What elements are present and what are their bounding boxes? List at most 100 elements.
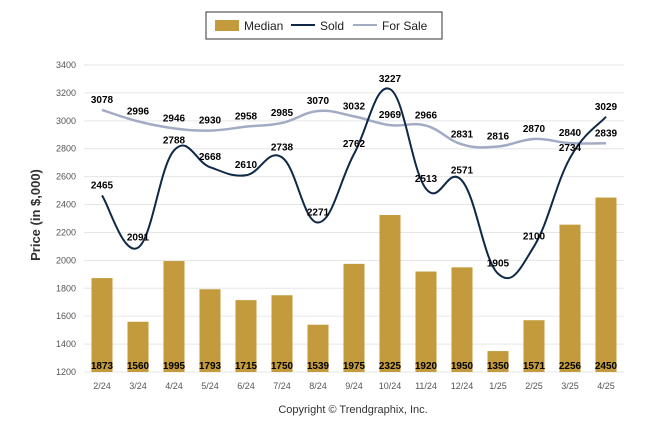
- median-value-label: 1715: [235, 361, 258, 372]
- for-sale-value-label: 2870: [523, 124, 546, 135]
- median-bar: [343, 263, 365, 372]
- sold-value-label: 3029: [595, 102, 618, 113]
- median-bar: [595, 197, 617, 372]
- median-bar: [451, 267, 473, 372]
- median-value-label: 1571: [523, 361, 546, 372]
- sold-value-label: 1905: [487, 259, 510, 270]
- sold-value-label: 3227: [379, 74, 402, 85]
- for-sale-value-label: 2958: [235, 112, 258, 123]
- for-sale-value-label: 2831: [451, 129, 474, 140]
- x-tick-label: 9/24: [345, 381, 363, 391]
- for-sale-line: [101, 108, 607, 149]
- x-tick-label: 2/25: [525, 381, 543, 391]
- median-value-label: 1920: [415, 361, 438, 372]
- y-axis-ticks: 1200 1400 1600 1800 2000 2200 2400 2600 2800 3000…: [56, 60, 76, 377]
- for-sale-value-label: 2839: [595, 128, 618, 139]
- x-tick-label: 8/24: [309, 381, 327, 391]
- median-bar: [523, 320, 545, 372]
- y-tick-label: 1800: [56, 283, 76, 293]
- legend-forsale-label: For Sale: [382, 19, 428, 33]
- median-value-label: 2450: [595, 361, 618, 372]
- median-value-label: 1350: [487, 361, 510, 372]
- x-tick-label: 5/24: [201, 381, 219, 391]
- median-bar: [271, 295, 293, 372]
- x-tick-label: 1/25: [489, 381, 507, 391]
- for-sale-value-label: 2930: [199, 116, 222, 127]
- for-sale-value-label: 2816: [487, 131, 510, 142]
- sold-value-label: 2762: [343, 139, 366, 150]
- x-tick-label: 10/24: [379, 381, 402, 391]
- x-tick-label: 12/24: [451, 381, 474, 391]
- median-bar: [379, 215, 401, 372]
- for-sale-value-label: 3032: [343, 101, 366, 112]
- y-tick-label: 1600: [56, 311, 76, 321]
- median-value-label: 1995: [163, 361, 186, 372]
- median-bar: [307, 324, 329, 372]
- sold-value-label: 2610: [235, 160, 258, 171]
- copyright: Copyright © Trendgraphix, Inc.: [278, 404, 427, 416]
- legend: Median Sold For Sale: [205, 11, 443, 40]
- median-value-label: 2256: [559, 361, 582, 372]
- for-sale-value-label: 2996: [127, 106, 150, 117]
- y-tick-label: 3000: [56, 116, 76, 126]
- y-tick-label: 2800: [56, 144, 76, 154]
- median-bar: [415, 271, 437, 372]
- y-tick-label: 1200: [56, 367, 76, 377]
- for-sale-value-label: 2969: [379, 110, 402, 121]
- median-bar: [235, 300, 257, 372]
- y-tick-label: 3200: [56, 88, 76, 98]
- for-sale-value-label: 2946: [163, 113, 186, 124]
- median-value-label: 2325: [379, 361, 402, 372]
- median-value-label: 1793: [199, 361, 222, 372]
- y-tick-label: 3400: [56, 60, 76, 70]
- median-bar: [559, 224, 581, 372]
- median-bars: [91, 197, 617, 372]
- median-value-label: 1750: [271, 361, 294, 372]
- y-axis-title: Price (in $,000): [28, 169, 43, 261]
- x-tick-label: 4/24: [165, 381, 183, 391]
- median-value-label: 1950: [451, 361, 474, 372]
- x-tick-label: 6/24: [237, 381, 255, 391]
- for-sale-value-label: 2966: [415, 111, 438, 122]
- x-tick-label: 2/24: [93, 381, 111, 391]
- sold-value-label: 2788: [163, 135, 186, 146]
- series-lines: [101, 87, 607, 280]
- legend-median-label: Median: [244, 19, 283, 33]
- legend-median-swatch: [215, 20, 239, 31]
- for-sale-value-label: 2985: [271, 108, 294, 119]
- x-tick-label: 4/25: [597, 381, 615, 391]
- median-value-label: 1560: [127, 361, 150, 372]
- median-bar: [199, 289, 221, 372]
- sold-value-label: 2734: [559, 143, 582, 154]
- sold-value-label: 2091: [127, 233, 150, 244]
- median-bar: [127, 321, 149, 372]
- x-tick-label: 11/24: [415, 381, 437, 391]
- for-sale-value-label: 3078: [91, 95, 114, 106]
- median-bar: [163, 261, 185, 372]
- y-tick-label: 2200: [56, 227, 76, 237]
- x-tick-label: 3/25: [561, 381, 579, 391]
- y-tick-label: 2600: [56, 172, 76, 182]
- sold-value-label: 2100: [523, 231, 546, 242]
- y-tick-label: 2400: [56, 200, 76, 210]
- sold-value-label: 2465: [91, 180, 114, 191]
- median-value-label: 1873: [91, 361, 114, 372]
- sold-value-label: 2513: [415, 174, 438, 185]
- x-axis-ticks: 2/24 3/24 4/24 5/24 6/24 7/24 8/24 9/24 10/24 11/…: [93, 381, 615, 391]
- for-sale-value-label: 3070: [307, 96, 330, 107]
- legend-sold-label: Sold: [320, 19, 344, 33]
- median-bar: [487, 351, 509, 372]
- sold-line: [101, 87, 607, 280]
- sold-value-label: 2271: [307, 208, 330, 219]
- x-tick-label: 3/24: [129, 381, 147, 391]
- y-tick-label: 2000: [56, 255, 76, 265]
- sold-value-label: 2571: [451, 166, 474, 177]
- median-bar: [91, 278, 113, 372]
- for-sale-value-label: 2840: [559, 128, 582, 139]
- legend-box: [205, 11, 443, 40]
- x-tick-label: 7/24: [273, 381, 291, 391]
- sold-value-label: 2738: [271, 142, 294, 153]
- median-value-label: 1539: [307, 361, 330, 372]
- y-tick-label: 1400: [56, 339, 76, 349]
